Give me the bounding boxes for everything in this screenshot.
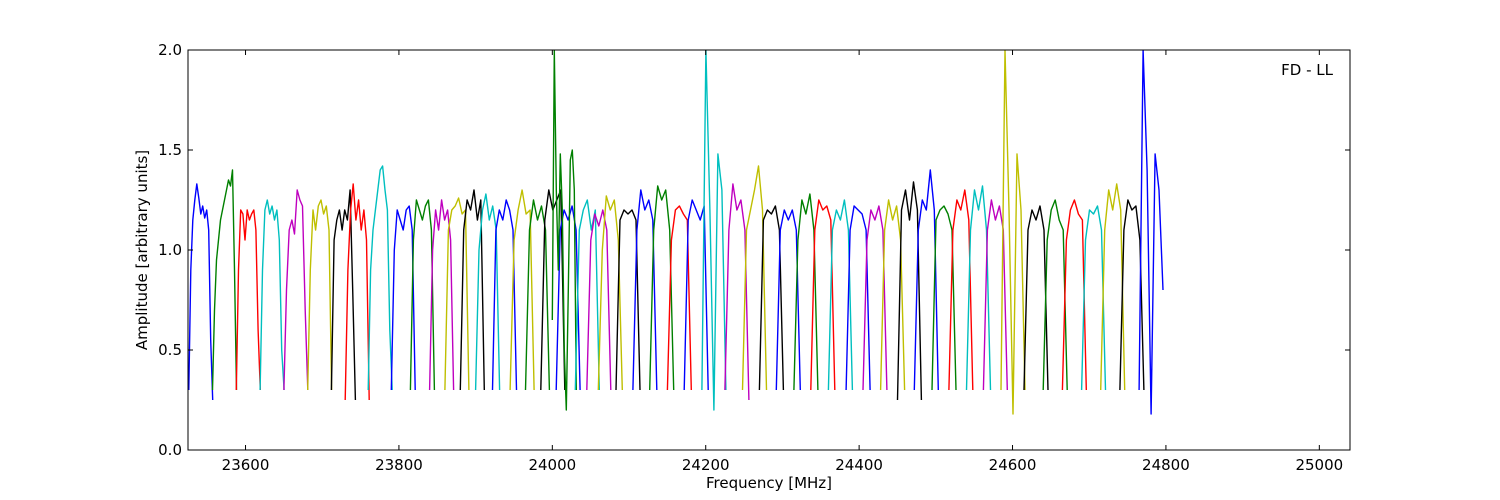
series-line-46 — [1000, 50, 1026, 415]
series-line-38 — [862, 205, 888, 391]
series-line-4 — [283, 189, 309, 391]
series-line-43 — [948, 189, 974, 391]
series-line-22 — [586, 209, 612, 391]
series-line-36 — [827, 199, 854, 391]
series-line-21 — [574, 199, 600, 391]
series-line-28 — [683, 199, 709, 391]
series-line-41 — [913, 169, 939, 391]
series-line-33 — [775, 209, 801, 391]
series-line-53 — [1138, 50, 1164, 415]
series-line-45 — [982, 199, 1008, 391]
y-axis: 0.0 0.5 1.0 1.5 2.0 — [158, 41, 1350, 459]
plot-frame — [187, 49, 1351, 451]
series-layer — [188, 50, 1164, 415]
series-line-31 — [741, 165, 768, 391]
series-line-0 — [188, 183, 214, 401]
y-tick-label-4: 2.0 — [158, 41, 182, 59]
series-line-42 — [931, 205, 957, 391]
series-line-7 — [344, 183, 370, 401]
x-tick-label-1: 23800 — [375, 456, 423, 474]
series-line-16 — [509, 189, 535, 391]
y-tick-label-1: 0.5 — [158, 341, 182, 359]
x-tick-label-4: 24400 — [835, 456, 883, 474]
series-line-48 — [1042, 199, 1068, 391]
series-line-19 — [555, 205, 581, 391]
series-line-24 — [615, 209, 641, 391]
series-line-13 — [459, 189, 485, 391]
series-line-37 — [845, 205, 871, 391]
series-line-23 — [597, 195, 623, 391]
series-line-44 — [965, 185, 992, 391]
y-tick-label-3: 1.5 — [158, 141, 182, 159]
series-line-3 — [259, 199, 285, 391]
series-line-17 — [524, 199, 551, 391]
series-line-14 — [474, 193, 501, 391]
series-line-26 — [649, 185, 675, 391]
series-line-50 — [1080, 205, 1107, 391]
x-tick-label-5: 24600 — [989, 456, 1037, 474]
series-line-6 — [330, 189, 357, 401]
series-line-35 — [810, 199, 836, 391]
x-tick-label-6: 24800 — [1142, 456, 1190, 474]
series-line-32 — [758, 205, 785, 391]
series-line-10 — [409, 199, 436, 391]
series-line-30 — [724, 183, 750, 401]
series-line-49 — [1061, 199, 1087, 391]
y-tick-label-0: 0.0 — [158, 441, 182, 459]
series-line-8 — [367, 165, 393, 391]
series-line-40 — [896, 181, 923, 401]
series-line-5 — [307, 199, 333, 391]
series-line-20 — [551, 50, 577, 411]
series-line-52 — [1119, 199, 1145, 391]
series-line-25 — [632, 189, 658, 391]
series-line-15 — [491, 199, 518, 391]
x-tick-label-7: 25000 — [1295, 456, 1343, 474]
x-tick-label-2: 24000 — [528, 456, 576, 474]
x-tick-label-3: 24200 — [682, 456, 730, 474]
x-axis: 23600 23800 24000 24200 24400 24600 24800 25000 — [222, 50, 1343, 474]
series-line-47 — [1023, 205, 1049, 391]
x-tick-label-0: 23600 — [222, 456, 270, 474]
plot-annotation: FD - LL — [1281, 61, 1333, 79]
series-line-1 — [211, 169, 238, 391]
x-axis-label: Frequency [MHz] — [706, 474, 832, 492]
series-line-34 — [793, 193, 819, 391]
y-tick-label-2: 1.0 — [158, 241, 182, 259]
series-line-11 — [428, 199, 455, 391]
series-line-29 — [701, 50, 727, 411]
series-line-9 — [390, 205, 416, 391]
series-line-27 — [666, 205, 692, 391]
series-line-2 — [235, 209, 261, 391]
series-line-12 — [444, 197, 470, 391]
y-axis-label: Amplitude [arbitrary units] — [133, 150, 151, 350]
series-line-51 — [1100, 183, 1126, 391]
